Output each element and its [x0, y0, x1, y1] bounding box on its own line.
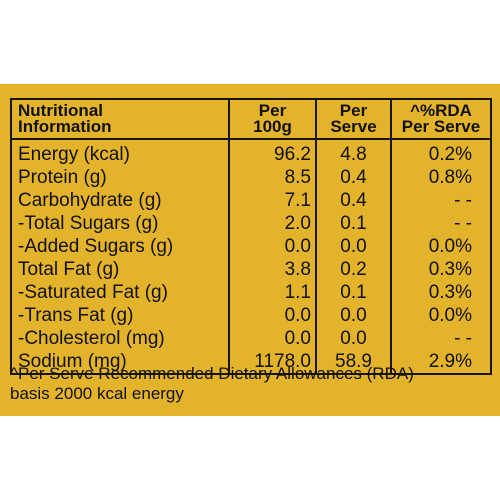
rda-value: - - [391, 327, 491, 350]
header-rda-per-serve: ^%RDA Per Serve [391, 99, 491, 139]
per-serve-value: 0.4 [316, 189, 391, 212]
header-name-line2: Information [18, 117, 112, 136]
per-100g-value: 2.0 [229, 212, 316, 235]
nutrient-name: -Cholesterol (mg) [11, 327, 229, 350]
rda-value: 0.0% [391, 235, 491, 258]
nutrient-name: -Saturated Fat (g) [11, 281, 229, 304]
rda-value: - - [391, 189, 491, 212]
nutrient-name: -Total Sugars (g) [11, 212, 229, 235]
per-serve-value: 0.0 [316, 327, 391, 350]
header-nutritional-information: Nutritional Information [11, 99, 229, 139]
header-row: Nutritional Information Per 100g Per Ser… [11, 99, 491, 139]
nutrient-name: Energy (kcal) [11, 139, 229, 166]
header-rda-line2: Per Serve [402, 117, 480, 136]
rda-value: 0.3% [391, 281, 491, 304]
per-100g-value: 0.0 [229, 327, 316, 350]
table-row: Energy (kcal) 96.2 4.8 0.2% [11, 139, 491, 166]
rda-value: 0.2% [391, 139, 491, 166]
per-100g-value: 8.5 [229, 166, 316, 189]
per-100g-value: 1.1 [229, 281, 316, 304]
nutrient-name: -Trans Fat (g) [11, 304, 229, 327]
footnote-line2: basis 2000 kcal energy [10, 384, 490, 404]
per-100g-value: 96.2 [229, 139, 316, 166]
footnote-line1: ^Per Serve Recommended Dietary Allowance… [10, 364, 490, 384]
nutrient-name: Total Fat (g) [11, 258, 229, 281]
per-100g-value: 3.8 [229, 258, 316, 281]
nutrition-table: Nutritional Information Per 100g Per Ser… [10, 98, 492, 375]
per-100g-value: 0.0 [229, 304, 316, 327]
table-row: Carbohydrate (g) 7.1 0.4 - - [11, 189, 491, 212]
per-serve-value: 0.1 [316, 212, 391, 235]
header-per-serve: Per Serve [316, 99, 391, 139]
per-serve-value: 0.1 [316, 281, 391, 304]
per-serve-value: 0.0 [316, 304, 391, 327]
rda-value: 0.3% [391, 258, 491, 281]
table-row: -Added Sugars (g) 0.0 0.0 0.0% [11, 235, 491, 258]
header-per-100g: Per 100g [229, 99, 316, 139]
table-row: -Total Sugars (g) 2.0 0.1 - - [11, 212, 491, 235]
per-serve-value: 0.4 [316, 166, 391, 189]
table-row: Total Fat (g) 3.8 0.2 0.3% [11, 258, 491, 281]
table-row: -Saturated Fat (g) 1.1 0.1 0.3% [11, 281, 491, 304]
header-serve-line2: Serve [330, 117, 376, 136]
per-serve-value: 4.8 [316, 139, 391, 166]
rda-footnote: ^Per Serve Recommended Dietary Allowance… [10, 364, 490, 404]
table-row: -Trans Fat (g) 0.0 0.0 0.0% [11, 304, 491, 327]
header-per100-line2: 100g [253, 117, 292, 136]
per-100g-value: 7.1 [229, 189, 316, 212]
per-serve-value: 0.0 [316, 235, 391, 258]
rda-value: 0.8% [391, 166, 491, 189]
table-row: -Cholesterol (mg) 0.0 0.0 - - [11, 327, 491, 350]
per-100g-value: 0.0 [229, 235, 316, 258]
nutrient-name: -Added Sugars (g) [11, 235, 229, 258]
nutrient-name: Carbohydrate (g) [11, 189, 229, 212]
rda-value: - - [391, 212, 491, 235]
table-row: Protein (g) 8.5 0.4 0.8% [11, 166, 491, 189]
nutrient-name: Protein (g) [11, 166, 229, 189]
rda-value: 0.0% [391, 304, 491, 327]
per-serve-value: 0.2 [316, 258, 391, 281]
